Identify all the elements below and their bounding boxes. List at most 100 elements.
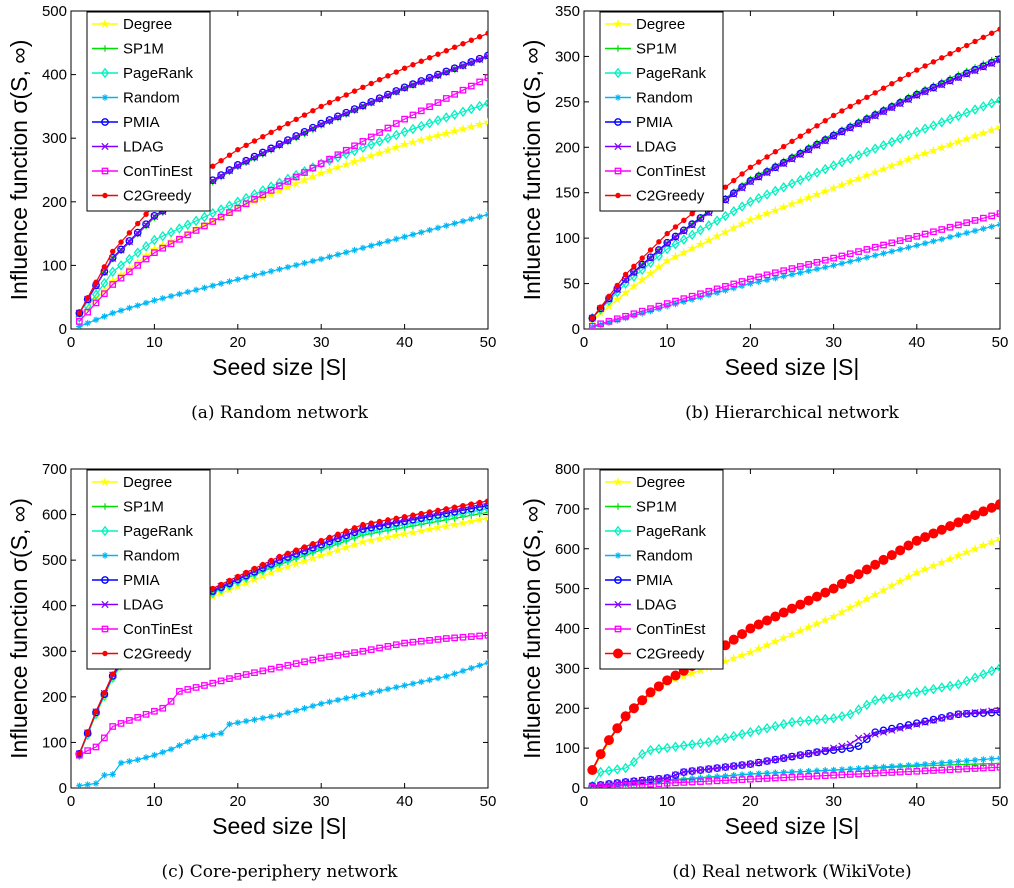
legend-label: Degree (123, 16, 172, 33)
data-point (359, 101, 367, 110)
data-point (183, 219, 192, 230)
data-point (805, 768, 812, 775)
data-point (275, 177, 284, 188)
data-point (101, 142, 109, 151)
data-point (862, 593, 872, 604)
data-point (647, 247, 654, 253)
data-point (722, 283, 729, 290)
data-point (764, 154, 770, 160)
data-point (995, 122, 1000, 132)
data-point (871, 243, 879, 251)
data-point (797, 133, 804, 139)
data-point (628, 703, 639, 714)
data-point (813, 767, 821, 775)
data-point (872, 90, 878, 96)
data-point (225, 166, 234, 174)
data-point (484, 631, 488, 639)
data-point (886, 580, 897, 590)
data-point (995, 533, 1000, 543)
data-point (896, 690, 905, 701)
data-point (697, 778, 704, 785)
data-point (961, 547, 972, 557)
data-point (979, 708, 987, 716)
data-point (217, 172, 225, 180)
data-point (713, 734, 722, 746)
data-point (828, 611, 839, 621)
data-point (210, 585, 216, 592)
data-point (863, 116, 871, 124)
data-point (326, 155, 333, 163)
data-point (830, 262, 837, 269)
legend-label: LDAG (123, 597, 164, 614)
data-point (696, 224, 705, 236)
data-point (737, 219, 747, 229)
data-point (697, 294, 704, 301)
data-point (963, 757, 970, 765)
data-point (150, 234, 159, 246)
data-point (316, 168, 326, 178)
data-point (149, 244, 160, 254)
data-point (84, 308, 92, 316)
data-point (855, 248, 862, 255)
data-point (433, 522, 443, 532)
data-point (979, 709, 988, 717)
data-point (134, 756, 141, 763)
data-point (117, 720, 125, 727)
data-point (443, 222, 450, 229)
data-point (854, 704, 863, 715)
data-point (604, 765, 613, 776)
data-point (589, 323, 596, 329)
data-point (334, 251, 342, 258)
data-point (870, 589, 880, 599)
series-line (592, 766, 1000, 788)
data-point (476, 34, 483, 40)
data-point (696, 215, 705, 223)
data-point (282, 561, 293, 571)
data-point (730, 190, 738, 198)
data-point (688, 739, 697, 750)
data-point (888, 726, 896, 734)
data-point (133, 247, 142, 258)
legend-label: PageRank (123, 65, 194, 82)
series-line (78, 77, 488, 322)
legend-entry-sp1m: SP1M (92, 499, 164, 516)
y-tick-label: 200 (42, 194, 67, 211)
data-point (721, 210, 730, 222)
data-point (622, 312, 629, 320)
data-point (259, 714, 267, 722)
data-point (738, 282, 746, 290)
data-point (292, 132, 300, 141)
data-point (449, 126, 460, 136)
data-point (996, 56, 1000, 64)
data-point (805, 749, 813, 758)
data-point (654, 743, 663, 755)
data-point (914, 67, 920, 73)
legend-label: Random (123, 90, 180, 107)
data-point (243, 569, 249, 576)
data-point (408, 137, 418, 147)
data-point (126, 717, 133, 724)
data-point (854, 150, 863, 161)
legend-entry-random: Random (605, 548, 693, 565)
data-point (928, 145, 939, 155)
data-point (955, 46, 962, 53)
data-point (376, 518, 383, 525)
data-point (920, 148, 930, 158)
data-point (235, 146, 241, 153)
data-point (986, 537, 997, 547)
data-point (997, 26, 1000, 32)
x-tick-label: 50 (480, 334, 497, 351)
data-point (425, 74, 434, 83)
data-point (980, 225, 987, 232)
data-point (93, 708, 99, 715)
data-point (368, 80, 374, 87)
data-point (663, 239, 671, 248)
y-tick-label: 200 (555, 139, 580, 156)
data-point (787, 178, 797, 189)
series-line (591, 99, 1000, 319)
data-point (729, 223, 739, 233)
data-point (639, 255, 645, 261)
data-point (208, 207, 217, 219)
data-point (913, 767, 921, 775)
legend-label: Degree (123, 474, 172, 491)
